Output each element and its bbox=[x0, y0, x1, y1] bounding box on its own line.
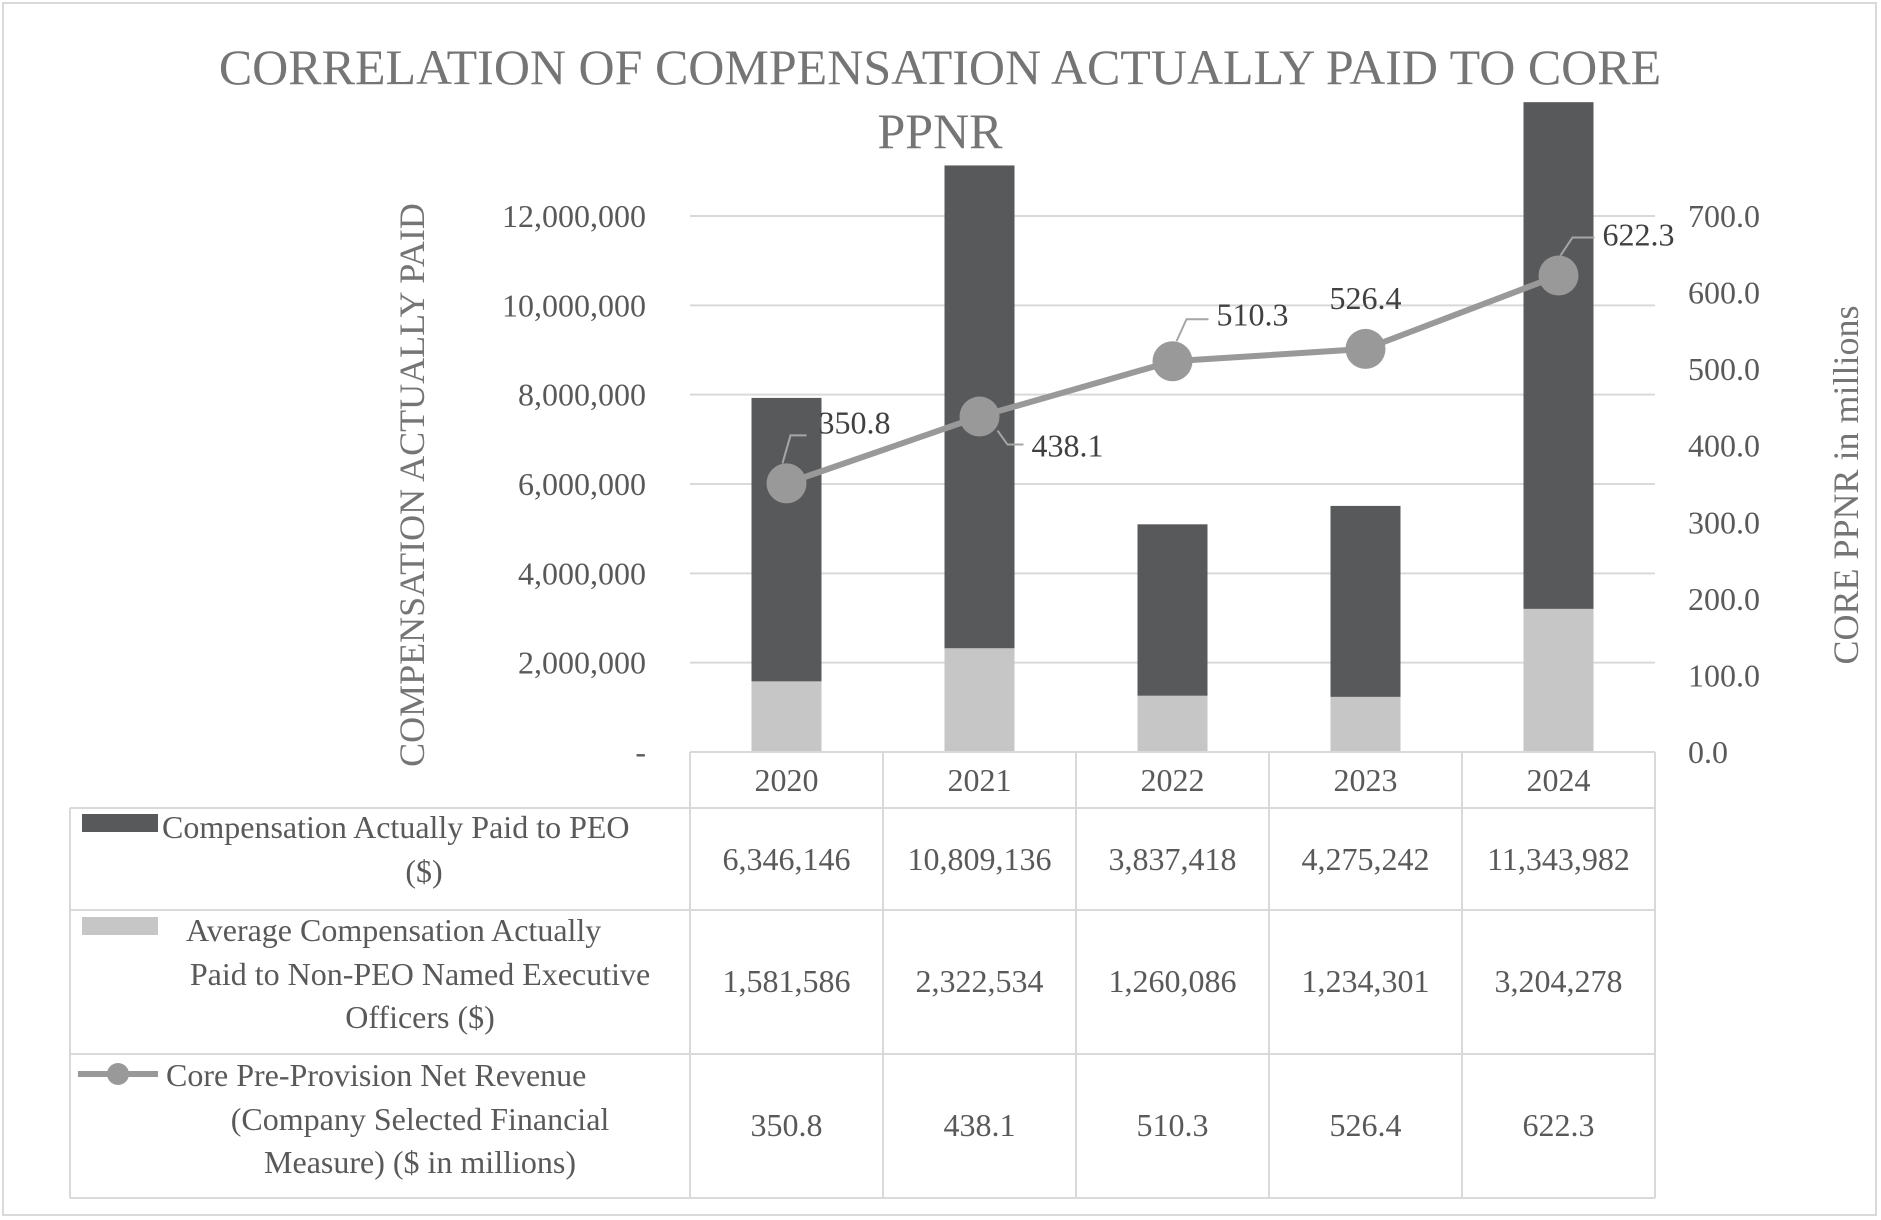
y-tick-label: 10,000,000 bbox=[502, 287, 646, 323]
chart-title-line: PPNR bbox=[877, 103, 1003, 159]
category-label-2022: 2022 bbox=[1141, 762, 1205, 798]
bar-peo-2024 bbox=[1523, 102, 1594, 609]
bar-non-peo-2022 bbox=[1137, 695, 1208, 752]
table-cell-2021: 2,322,534 bbox=[916, 963, 1044, 999]
chart-title: CORRELATION OF COMPENSATION ACTUALLY PAI… bbox=[219, 39, 1661, 159]
ppnr-point-2024 bbox=[1538, 255, 1579, 296]
legend-label-line: Core Pre-Provision Net Revenue bbox=[166, 1057, 586, 1093]
category-label-2020: 2020 bbox=[755, 762, 819, 798]
y2-tick-label: 600.0 bbox=[1688, 275, 1760, 311]
y-axis-title: COMPENSATION ACTUALLY PAID bbox=[392, 203, 432, 767]
y-tick-label: 6,000,000 bbox=[518, 466, 646, 502]
y2-tick-label: 0.0 bbox=[1688, 734, 1728, 770]
data-label-leader bbox=[1175, 318, 1209, 342]
category-label-2024: 2024 bbox=[1527, 762, 1591, 798]
legend-label-line: Paid to Non-PEO Named Executive bbox=[190, 956, 650, 992]
y2-tick-label: 400.0 bbox=[1688, 428, 1760, 464]
legend-key-non-peo bbox=[82, 917, 158, 935]
ppnr-data-label-2021: 438.1 bbox=[1032, 428, 1104, 464]
table-cell-2021: 438.1 bbox=[944, 1107, 1016, 1143]
table-cell-2023: 1,234,301 bbox=[1302, 963, 1430, 999]
y-tick-label: - bbox=[635, 734, 646, 770]
y2-tick-label: 300.0 bbox=[1688, 504, 1760, 540]
y-tick-label: 8,000,000 bbox=[518, 377, 646, 413]
category-label-2023: 2023 bbox=[1334, 762, 1398, 798]
y2-tick-label: 200.0 bbox=[1688, 581, 1760, 617]
ppnr-point-2022 bbox=[1152, 341, 1193, 382]
table-cell-2022: 1,260,086 bbox=[1109, 963, 1237, 999]
y-tick-label: 2,000,000 bbox=[518, 645, 646, 681]
legend-label-line: Officers ($) bbox=[345, 999, 495, 1035]
table-cell-2020: 350.8 bbox=[751, 1107, 823, 1143]
y-tick-label: 12,000,000 bbox=[502, 198, 646, 234]
bar-peo-2022 bbox=[1137, 524, 1208, 696]
category-label-2021: 2021 bbox=[948, 762, 1012, 798]
ppnr-data-label-2024: 622.3 bbox=[1603, 216, 1675, 252]
legend-label-line: Average Compensation Actually bbox=[186, 912, 601, 948]
legend-label-line: Compensation Actually Paid to PEO bbox=[162, 809, 630, 845]
ppnr-data-label-2023: 526.4 bbox=[1330, 280, 1402, 316]
legend-label-line: (Company Selected Financial bbox=[231, 1101, 610, 1137]
data-label-leader bbox=[781, 434, 807, 464]
table-cell-2024: 622.3 bbox=[1523, 1107, 1595, 1143]
bar-non-peo-2024 bbox=[1523, 608, 1594, 752]
table-cell-2023: 526.4 bbox=[1330, 1107, 1402, 1143]
y2-tick-label: 700.0 bbox=[1688, 198, 1760, 234]
table-cell-2021: 10,809,136 bbox=[908, 841, 1052, 877]
data-label-leader bbox=[1559, 236, 1595, 257]
axes: - 2,000,000 4,000,000 6,000,000 8,000,000 10,… bbox=[392, 198, 1866, 770]
chart-title-line: CORRELATION OF COMPENSATION ACTUALLY PAI… bbox=[219, 39, 1661, 95]
gridlines bbox=[690, 215, 1655, 664]
table-cell-2022: 3,837,418 bbox=[1109, 841, 1237, 877]
bar-non-peo-2020 bbox=[751, 681, 822, 752]
table-cell-2024: 11,343,982 bbox=[1487, 841, 1630, 877]
legend-label-line: Measure) ($ in millions) bbox=[264, 1144, 576, 1180]
table-cell-2023: 4,275,242 bbox=[1302, 841, 1430, 877]
table-cell-2022: 510.3 bbox=[1137, 1107, 1209, 1143]
bar-peo-2020 bbox=[751, 397, 822, 682]
bar-non-peo-2023 bbox=[1330, 696, 1401, 752]
ppnr-line: 350.8 438.1 510.3 526.4 622.3 bbox=[766, 216, 1675, 504]
ppnr-data-label-2020: 350.8 bbox=[819, 404, 891, 440]
legend-key-ppnr-marker bbox=[107, 1063, 129, 1085]
y2-tick-label: 500.0 bbox=[1688, 351, 1760, 387]
ppnr-point-2021 bbox=[959, 396, 1000, 437]
y-tick-label: 4,000,000 bbox=[518, 555, 646, 591]
y2-axis-title: CORE PPNR in millions bbox=[1826, 305, 1866, 664]
data-label-leader bbox=[996, 429, 1024, 446]
table-cell-2020: 6,346,146 bbox=[723, 841, 851, 877]
ppnr-data-label-2022: 510.3 bbox=[1217, 296, 1289, 332]
legend-label-line: ($) bbox=[405, 853, 442, 889]
legend-key-peo bbox=[82, 814, 158, 832]
ppnr-point-2020 bbox=[766, 463, 807, 504]
y2-tick-label: 100.0 bbox=[1688, 657, 1760, 693]
bars bbox=[751, 102, 1594, 752]
bar-non-peo-2021 bbox=[944, 648, 1015, 752]
ppnr-point-2023 bbox=[1345, 328, 1386, 369]
bar-peo-2023 bbox=[1330, 505, 1401, 697]
table-cell-2024: 3,204,278 bbox=[1495, 963, 1623, 999]
data-table: 2020 2021 2022 2023 2024 Compensation Actuall… bbox=[69, 751, 1656, 1199]
table-cell-2020: 1,581,586 bbox=[723, 963, 851, 999]
